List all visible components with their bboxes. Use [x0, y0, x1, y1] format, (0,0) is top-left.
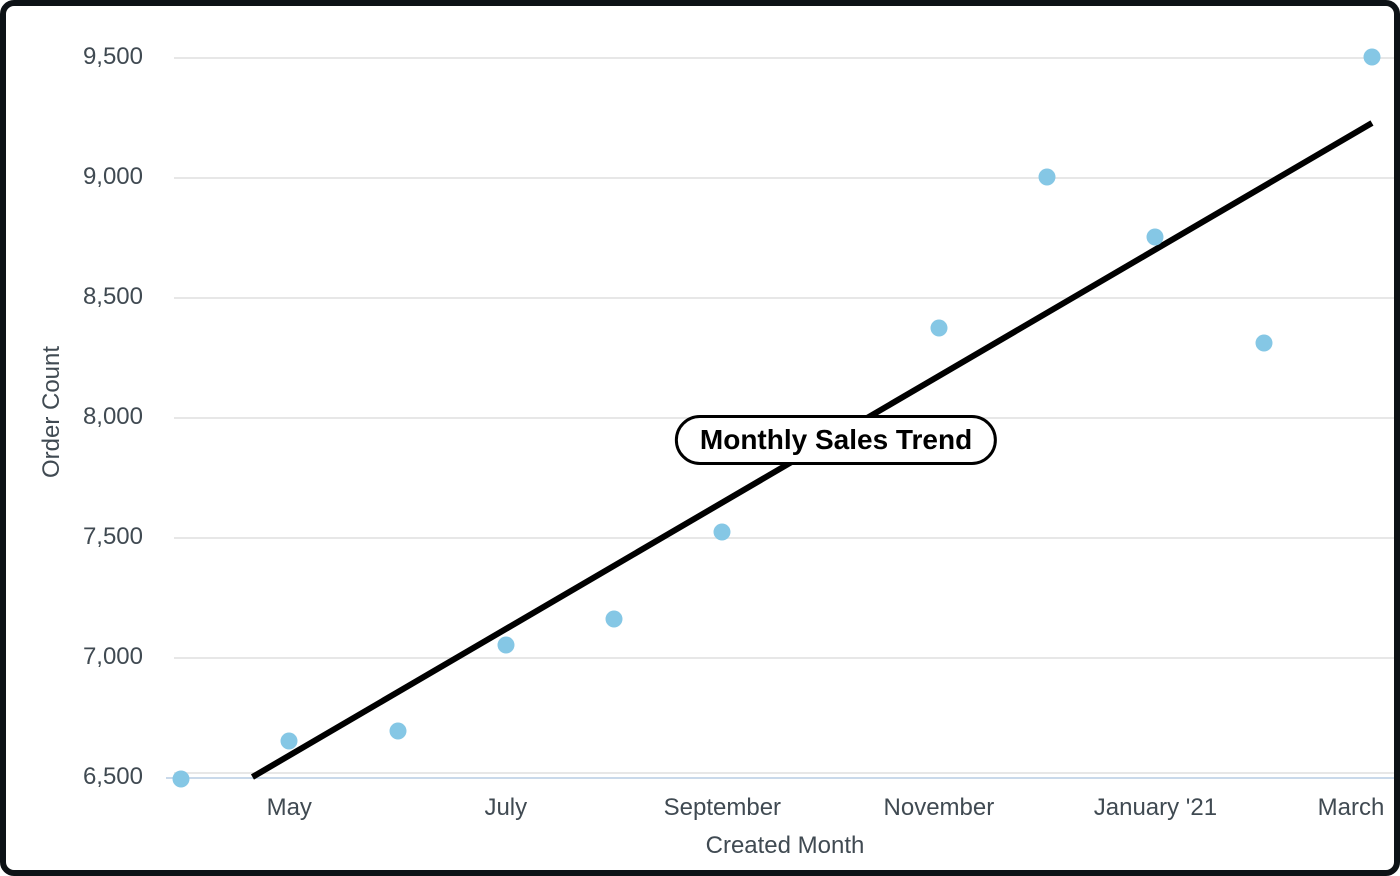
- y-tick-label: 9,500: [82, 43, 143, 70]
- x-tick-label: November: [883, 794, 995, 821]
- y-tick-label: 9,000: [82, 163, 143, 190]
- y-axis-title: Order Count: [38, 345, 65, 479]
- x-tick-label: March: [1317, 794, 1385, 821]
- gridline: [174, 297, 1394, 299]
- data-point[interactable]: [1255, 334, 1273, 352]
- x-tick-label: September: [663, 794, 782, 821]
- gridline: [174, 657, 1394, 659]
- data-point[interactable]: [280, 732, 298, 750]
- data-point[interactable]: [713, 523, 731, 541]
- y-tick-label: 8,000: [82, 403, 143, 430]
- y-tick-label: 7,500: [82, 523, 143, 550]
- x-tick-label: July: [484, 794, 528, 821]
- data-point[interactable]: [172, 770, 190, 788]
- x-tick-label: May: [266, 794, 312, 821]
- data-point[interactable]: [1146, 228, 1164, 246]
- x-axis-line: [166, 777, 1394, 779]
- data-point[interactable]: [930, 319, 948, 337]
- data-point[interactable]: [1363, 48, 1381, 66]
- y-tick-label: 6,500: [82, 763, 143, 790]
- gridline: [174, 537, 1394, 539]
- x-tick-label: January '21: [1093, 794, 1218, 821]
- chart-title-badge: Monthly Sales Trend: [674, 414, 998, 465]
- gridline: [174, 177, 1394, 179]
- data-point[interactable]: [389, 722, 407, 740]
- gridline: [174, 772, 1394, 774]
- data-point[interactable]: [605, 610, 623, 628]
- y-tick-label: 8,500: [82, 283, 143, 310]
- gridline: [174, 57, 1394, 59]
- x-axis-title: Created Month: [705, 832, 865, 859]
- data-point[interactable]: [1038, 168, 1056, 186]
- y-tick-label: 7,000: [82, 643, 143, 670]
- data-point[interactable]: [497, 636, 515, 654]
